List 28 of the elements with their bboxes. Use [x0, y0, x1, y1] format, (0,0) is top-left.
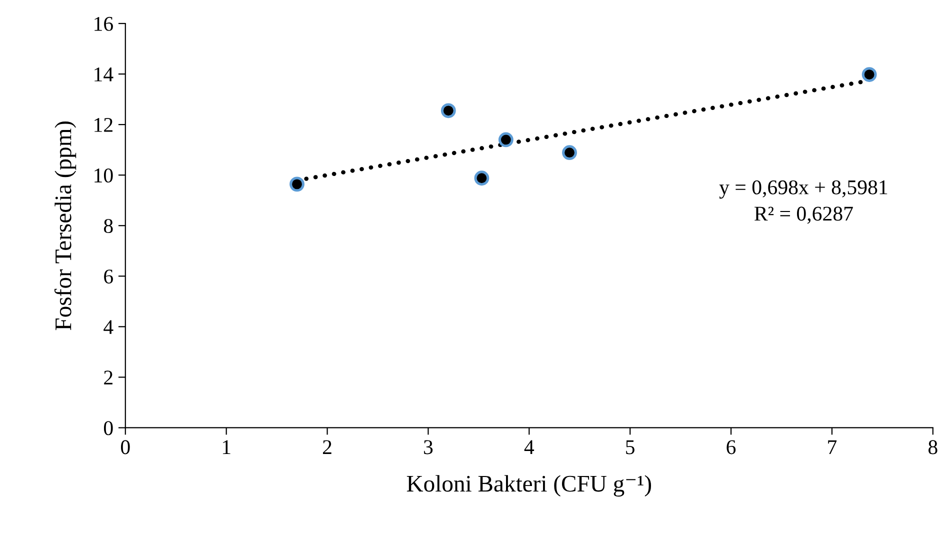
- y-tick-label: 8: [104, 218, 113, 234]
- x-tick-label: 0: [120, 440, 130, 454]
- y-tick-label: 4: [104, 320, 114, 334]
- point: [290, 176, 304, 192]
- y-tick-label: 12: [94, 118, 112, 132]
- y-tick-label: 2: [104, 370, 112, 384]
- point: [562, 145, 577, 160]
- y-axis-title: Fosfor Tersedia (ppm): [54, 121, 76, 330]
- point: [862, 67, 877, 82]
- annotation: R² = 0,6287: [754, 206, 853, 224]
- x-tick-label: 3: [424, 440, 433, 454]
- y-tick-label: 16: [94, 16, 113, 31]
- point: [498, 132, 514, 148]
- annotation: y = 0,698x + 8,5981: [719, 180, 888, 199]
- point: [440, 103, 456, 118]
- y-tick-label: 10: [94, 168, 113, 183]
- y-tick-label: 0: [104, 421, 113, 436]
- y-tick-label: 14: [94, 68, 114, 82]
- point: [474, 170, 490, 186]
- x-tick-label: 2: [322, 440, 332, 454]
- x-axis-title: Koloni Bakteri (CFU g⁻¹): [406, 475, 652, 497]
- y-tick-label: 6: [104, 270, 113, 284]
- x-tick-label: 6: [726, 440, 736, 454]
- x-tick-label: 1: [222, 440, 230, 454]
- x-tick-label: 5: [626, 440, 634, 454]
- x-tick-label: 7: [828, 440, 837, 454]
- x-tick-label: 8: [928, 440, 938, 454]
- x-tick-label: 4: [524, 440, 534, 454]
